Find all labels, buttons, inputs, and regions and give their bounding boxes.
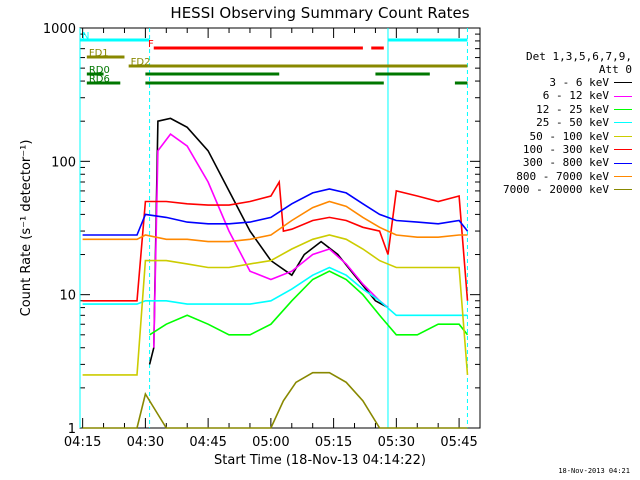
y-tick-label: 1000 bbox=[43, 22, 76, 37]
legend-swatch bbox=[614, 189, 632, 191]
x-tick-label: 04:30 bbox=[127, 435, 164, 450]
legend: Det 1,3,5,6,7,9, Att 0 3 - 6 keV 6 - 12 k… bbox=[462, 50, 632, 197]
legend-item: 25 - 50 keV bbox=[462, 116, 632, 129]
legend-item: 12 - 25 keV bbox=[462, 103, 632, 116]
x-tick-label: 04:15 bbox=[64, 435, 101, 450]
flag-label-fd1: FD1 bbox=[89, 48, 109, 59]
legend-label: 50 - 100 keV bbox=[529, 129, 609, 143]
legend-label: 300 - 800 keV bbox=[522, 156, 609, 170]
legend-swatch bbox=[614, 162, 632, 164]
series-line-2 bbox=[149, 270, 469, 336]
legend-item: 7000 - 20000 keV bbox=[462, 183, 632, 196]
legend-swatch bbox=[614, 176, 632, 178]
series-line-1 bbox=[153, 132, 389, 348]
legend-swatch bbox=[614, 82, 632, 84]
y-tick-label: 1 bbox=[68, 422, 76, 437]
legend-header-1: Det 1,3,5,6,7,9, bbox=[526, 50, 632, 63]
legend-item: 3 - 6 keV bbox=[462, 76, 632, 89]
x-tick-label: 05:00 bbox=[252, 435, 289, 450]
x-tick-label: 05:15 bbox=[315, 435, 352, 450]
flag-label-f: F bbox=[148, 39, 154, 50]
x-axis-label: Start Time (18-Nov-13 04:14:22) bbox=[214, 453, 426, 468]
legend-swatch bbox=[614, 149, 632, 151]
flag-label-fd2: FD2 bbox=[131, 57, 151, 68]
series-line-3 bbox=[82, 266, 468, 317]
chart-title: HESSI Observing Summary Count Rates bbox=[170, 4, 469, 22]
x-tick-label: 04:45 bbox=[189, 435, 226, 450]
y-tick-label: 10 bbox=[59, 289, 76, 304]
legend-item: 100 - 300 keV bbox=[462, 143, 632, 156]
legend-swatch bbox=[614, 109, 632, 111]
series-line-0 bbox=[148, 117, 389, 365]
legend-label: 6 - 12 keV bbox=[542, 89, 609, 103]
flag-label-rd0: RD0 bbox=[89, 65, 110, 76]
series-line-4 bbox=[82, 234, 469, 376]
flag-label-n: N bbox=[82, 31, 89, 42]
timestamp-stamp: 18-Nov-2013 04:21 bbox=[558, 467, 630, 475]
y-axis-label: Count Rate (s⁻¹ detector⁻¹) bbox=[19, 140, 34, 317]
series-line-7 bbox=[82, 200, 468, 243]
legend-header-2: Att 0 bbox=[598, 63, 632, 76]
x-tick-label: 05:45 bbox=[440, 435, 477, 450]
x-tick-label: 05:30 bbox=[378, 435, 415, 450]
legend-label: 7000 - 20000 keV bbox=[503, 183, 609, 197]
legend-label: 12 - 25 keV bbox=[536, 102, 609, 116]
legend-label: 25 - 50 keV bbox=[536, 116, 609, 130]
legend-swatch bbox=[614, 122, 632, 124]
legend-label: 100 - 300 keV bbox=[522, 143, 609, 157]
legend-item: 6 - 12 keV bbox=[462, 89, 632, 102]
flag-label-rd6: RD6 bbox=[89, 74, 110, 85]
legend-label: 3 - 6 keV bbox=[549, 76, 609, 89]
series-line-8 bbox=[82, 371, 468, 429]
series-line-6 bbox=[82, 188, 469, 236]
y-tick-label: 100 bbox=[51, 155, 76, 170]
legend-swatch bbox=[614, 135, 632, 137]
legend-label: 800 - 7000 keV bbox=[516, 169, 609, 183]
legend-item: 800 - 7000 keV bbox=[462, 170, 632, 183]
legend-swatch bbox=[614, 95, 632, 97]
legend-item: 50 - 100 keV bbox=[462, 130, 632, 143]
legend-item: 300 - 800 keV bbox=[462, 156, 632, 169]
series-line-5 bbox=[82, 179, 469, 302]
